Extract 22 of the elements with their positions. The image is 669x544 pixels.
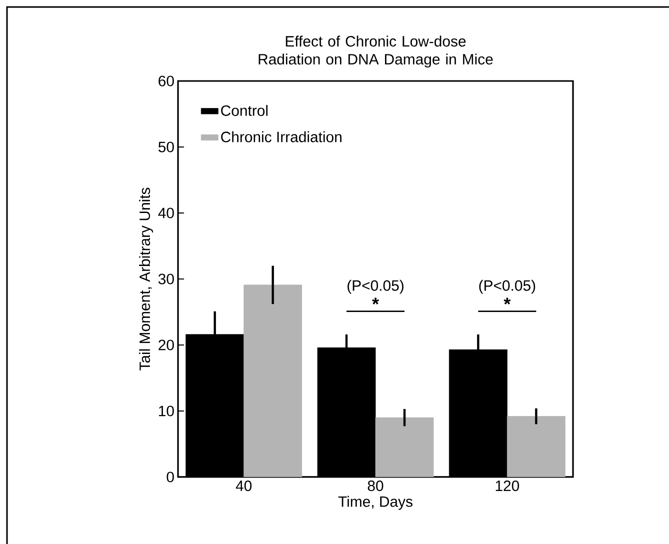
y-axis-title: Tail Moment, Arbitrary Units	[139, 188, 154, 370]
annotation: (P<0.05)	[348, 280, 404, 294]
annotation: *	[504, 298, 511, 304]
legend-label: Control	[221, 104, 268, 116]
annotation: (P<0.05)	[479, 280, 536, 294]
y-tick-label: 60	[158, 76, 174, 86]
bar	[506, 416, 566, 477]
y-tick-label: 20	[158, 340, 174, 350]
x-tick-label: 120	[496, 480, 520, 492]
y-tick-label: 50	[158, 142, 174, 152]
y-tick-label: 40	[158, 208, 174, 218]
legend-label: Chronic Irradiation	[221, 131, 342, 142]
y-tick-label: 30	[158, 274, 174, 284]
bar	[244, 284, 302, 477]
y-tick-label: 10	[159, 406, 174, 416]
x-tick-label: 40	[236, 480, 252, 492]
bar	[375, 417, 434, 477]
annotation: *	[372, 298, 379, 304]
x-tick-label: 80	[368, 480, 384, 492]
chart-title: Effect of Chronic Low-dose Radiation on DNA Damage in Mice	[258, 36, 493, 68]
y-tick-label: 0	[166, 472, 174, 482]
x-axis-title: Time, Days	[338, 496, 412, 510]
